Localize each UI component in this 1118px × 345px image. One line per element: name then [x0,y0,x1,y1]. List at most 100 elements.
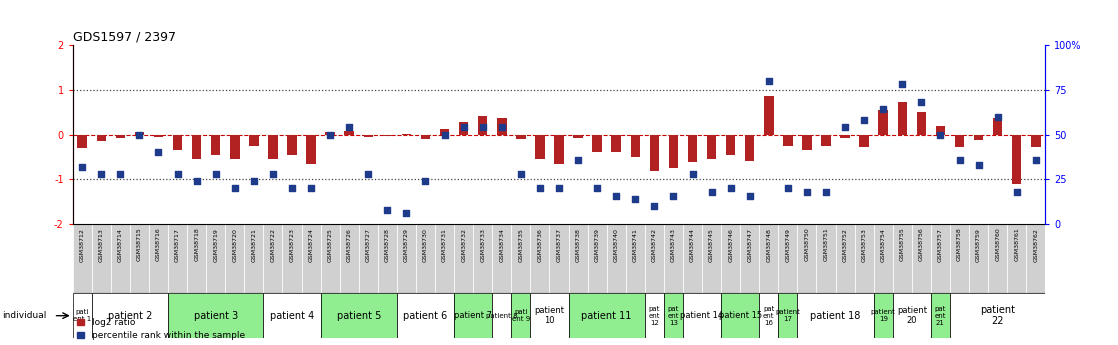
Point [969,162,987,168]
Bar [363,135,373,137]
Bar [555,135,563,164]
Bar [759,293,778,338]
Text: GSM38759: GSM38759 [976,228,982,262]
Text: GSM38726: GSM38726 [347,228,352,262]
Text: patient
17: patient 17 [776,309,800,322]
Bar [950,224,969,293]
Text: GSM38736: GSM38736 [538,228,542,262]
Bar [607,224,626,293]
Point [359,171,377,177]
Bar [206,224,225,293]
Bar [835,224,854,293]
Text: GSM38758: GSM38758 [957,228,961,262]
Text: patient
20: patient 20 [897,306,927,325]
Text: GSM38738: GSM38738 [576,228,580,262]
Bar [454,224,473,293]
Bar [321,293,397,338]
Bar [797,293,873,338]
Point [474,125,492,130]
Bar [816,224,835,293]
Bar [759,224,778,293]
Bar [797,224,816,293]
Bar [778,224,797,293]
Text: GDS1597 / 2397: GDS1597 / 2397 [73,31,176,44]
Bar [511,224,530,293]
Bar [92,293,168,338]
Point [321,132,339,137]
Text: GSM38717: GSM38717 [176,228,180,262]
Point [512,171,530,177]
Text: patient 7: patient 7 [454,311,492,320]
Point [626,196,644,202]
Text: GSM38724: GSM38724 [309,228,313,262]
Bar [645,293,664,338]
Point [912,99,930,105]
Bar [912,224,931,293]
Text: GSM38757: GSM38757 [938,228,942,262]
Text: GSM38756: GSM38756 [919,228,923,262]
Point [798,189,816,195]
Bar [249,135,258,146]
Bar [664,224,683,293]
Bar [536,135,544,159]
Point [760,78,778,83]
Bar [745,135,755,161]
Bar [950,293,1045,338]
Bar [988,224,1007,293]
Bar [264,293,321,338]
Text: GSM38754: GSM38754 [881,228,885,262]
Bar [593,135,601,151]
Point [950,157,968,162]
Text: patient 6: patient 6 [404,311,447,321]
Text: GSM38715: GSM38715 [136,228,142,262]
Point [817,189,835,195]
Point [607,193,625,198]
Text: patient
19: patient 19 [871,309,896,322]
Bar [841,135,850,138]
Text: GSM38732: GSM38732 [461,228,466,262]
Text: GSM38727: GSM38727 [366,228,371,262]
Point [855,117,873,123]
Bar [416,224,435,293]
Point [779,186,797,191]
Bar [134,132,144,135]
Point [378,207,396,213]
Bar [230,135,239,159]
Bar [225,224,245,293]
Bar [321,224,340,293]
Bar [530,293,569,338]
Point [874,107,892,112]
Text: GSM38733: GSM38733 [481,228,485,262]
Bar [245,224,264,293]
Text: pat
ent
16: pat ent 16 [764,306,775,326]
Point [931,132,949,137]
Text: patient 11: patient 11 [581,311,632,321]
Bar [439,129,449,135]
Bar [458,122,468,135]
Bar [530,224,549,293]
Bar [283,224,302,293]
Point [188,178,206,184]
Bar [378,224,397,293]
Bar [626,224,645,293]
Bar [645,224,664,293]
Bar [764,96,774,135]
Text: GSM38748: GSM38748 [766,228,771,262]
Bar [111,224,130,293]
Text: GSM38714: GSM38714 [117,228,123,262]
Text: GSM38720: GSM38720 [233,228,237,262]
Bar [1026,224,1045,293]
Bar [873,293,893,338]
Text: patient
22: patient 22 [980,305,1015,326]
Bar [898,102,907,135]
Bar [454,293,492,338]
Point [531,186,549,191]
Bar [860,135,869,147]
Point [207,171,225,177]
Bar [669,135,679,168]
Point [569,157,587,162]
Text: GSM38728: GSM38728 [385,228,390,262]
Bar [931,224,950,293]
Bar [688,135,698,162]
Bar [435,224,454,293]
